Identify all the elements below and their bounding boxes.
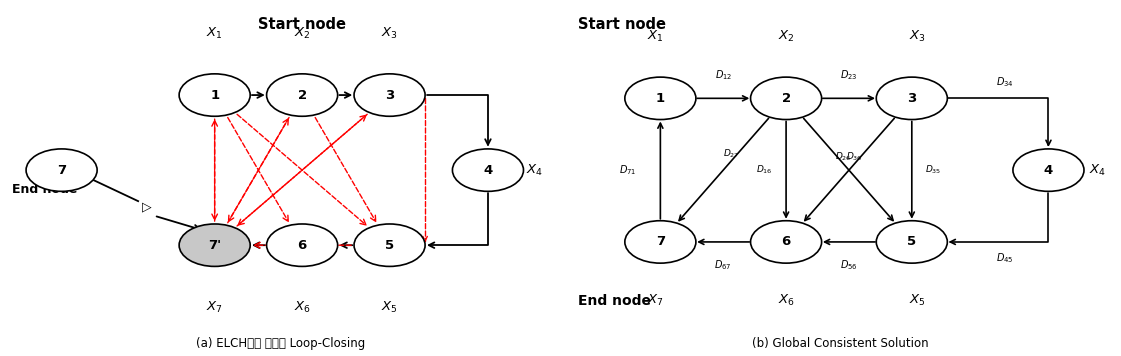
- Text: 6: 6: [781, 235, 790, 248]
- Text: $X_5$: $X_5$: [909, 293, 926, 308]
- Text: $D_{56}$: $D_{56}$: [840, 258, 858, 272]
- Circle shape: [1013, 149, 1084, 191]
- Circle shape: [877, 221, 947, 263]
- Circle shape: [877, 77, 947, 120]
- Text: End node: End node: [12, 183, 77, 196]
- Text: $X_1$: $X_1$: [647, 29, 664, 44]
- Text: $X_7$: $X_7$: [647, 293, 664, 308]
- Text: Start node: Start node: [578, 17, 666, 32]
- Text: 1: 1: [656, 92, 665, 105]
- Text: 2: 2: [781, 92, 790, 105]
- Text: $D_{27}$: $D_{27}$: [723, 147, 740, 160]
- Text: $D_{34}$: $D_{34}$: [995, 75, 1013, 89]
- Text: $X_4$: $X_4$: [1090, 163, 1106, 178]
- Text: $X_1$: $X_1$: [206, 26, 223, 41]
- Text: $D_{45}$: $D_{45}$: [995, 251, 1013, 265]
- Text: $X_7$: $X_7$: [206, 300, 223, 315]
- Text: $X_6$: $X_6$: [778, 293, 795, 308]
- Circle shape: [179, 74, 250, 116]
- Text: $D_{12}$: $D_{12}$: [714, 69, 732, 82]
- Text: (b) Global Consistent Solution: (b) Global Consistent Solution: [752, 336, 929, 350]
- Text: 6: 6: [297, 239, 307, 252]
- Text: $D_{67}$: $D_{67}$: [714, 258, 732, 272]
- Text: 5: 5: [385, 239, 395, 252]
- Text: $D_{16}$: $D_{16}$: [756, 164, 772, 176]
- Text: 1: 1: [210, 89, 220, 101]
- Text: $X_6$: $X_6$: [294, 300, 311, 315]
- Text: 7': 7': [209, 239, 221, 252]
- Text: Start node: Start node: [258, 17, 346, 32]
- Text: 4: 4: [483, 164, 492, 177]
- Text: $X_2$: $X_2$: [778, 29, 795, 44]
- Text: 2: 2: [297, 89, 307, 101]
- Circle shape: [624, 221, 696, 263]
- Circle shape: [751, 77, 822, 120]
- Text: 4: 4: [1044, 164, 1053, 177]
- Text: $X_3$: $X_3$: [381, 26, 398, 41]
- Text: 7: 7: [57, 164, 66, 177]
- Text: $X_5$: $X_5$: [381, 300, 398, 315]
- Text: $X_3$: $X_3$: [909, 29, 926, 44]
- Text: 5: 5: [907, 235, 916, 248]
- Text: (a) ELCH만을 이용한 Loop-Closing: (a) ELCH만을 이용한 Loop-Closing: [196, 336, 364, 350]
- Text: $D_{71}$: $D_{71}$: [619, 163, 637, 177]
- Text: $\triangleright$: $\triangleright$: [140, 200, 152, 215]
- Text: $D_{36}$: $D_{36}$: [846, 151, 863, 163]
- Text: $X_2$: $X_2$: [294, 26, 311, 41]
- Circle shape: [354, 224, 425, 266]
- Text: 3: 3: [907, 92, 917, 105]
- Text: $D_{26}$: $D_{26}$: [835, 151, 852, 163]
- Circle shape: [26, 149, 98, 191]
- Circle shape: [267, 224, 337, 266]
- Text: $X_4$: $X_4$: [526, 163, 543, 178]
- Text: End node: End node: [578, 294, 651, 308]
- Text: $D_{23}$: $D_{23}$: [840, 69, 858, 82]
- Text: 3: 3: [385, 89, 395, 101]
- Circle shape: [453, 149, 524, 191]
- Circle shape: [267, 74, 337, 116]
- Circle shape: [354, 74, 425, 116]
- Text: 7: 7: [656, 235, 665, 248]
- Circle shape: [179, 224, 250, 266]
- Text: $D_{35}$: $D_{35}$: [926, 164, 942, 176]
- Circle shape: [624, 77, 696, 120]
- Circle shape: [751, 221, 822, 263]
